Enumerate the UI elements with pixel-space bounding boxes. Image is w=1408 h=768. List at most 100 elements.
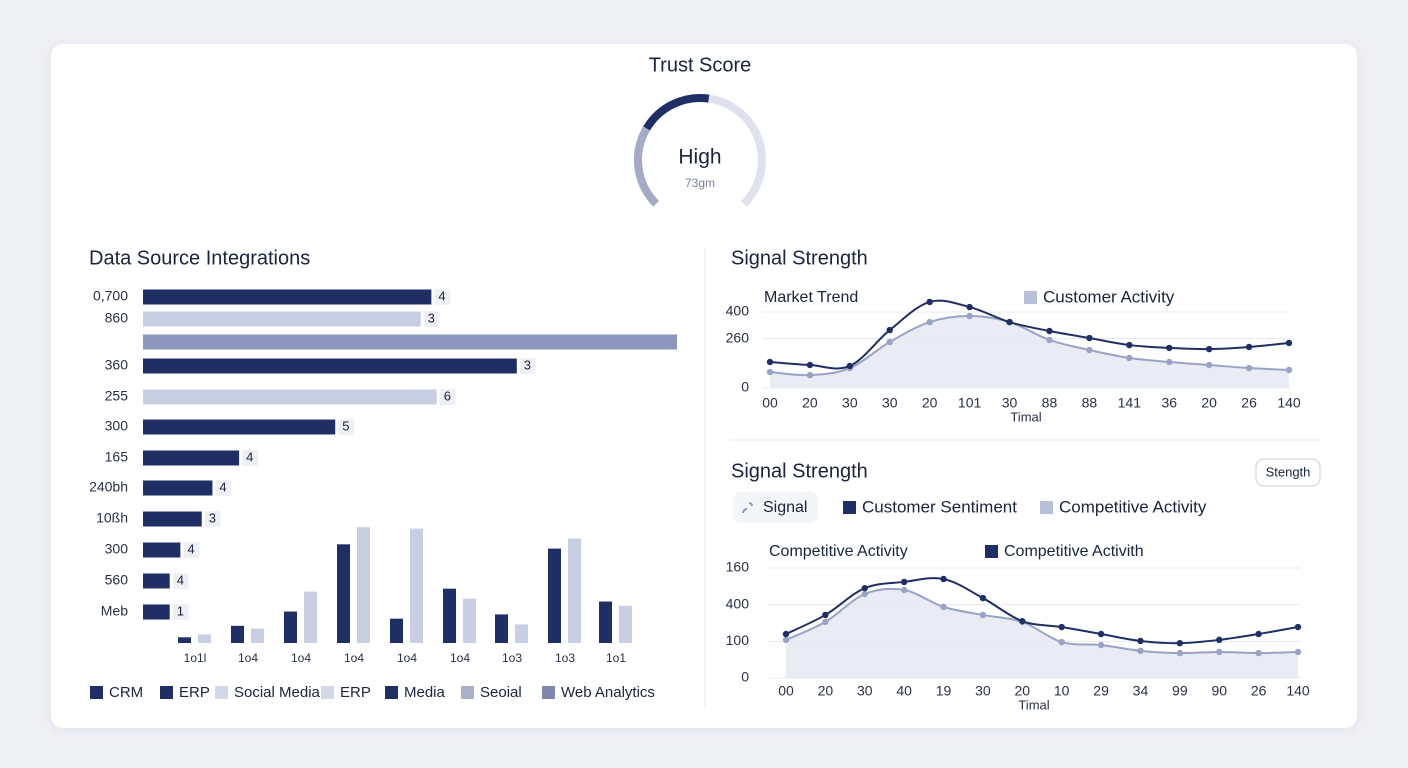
bar (143, 419, 336, 435)
y-tick-label: 400 (726, 303, 750, 319)
point (966, 312, 973, 320)
x-tick-label: 1o3 (555, 651, 575, 665)
point (1245, 364, 1253, 372)
bar (143, 389, 437, 405)
y-tick-label: 300 (105, 541, 129, 557)
point (1126, 354, 1133, 362)
point (1166, 344, 1173, 352)
badge: 5 (342, 418, 349, 433)
x-tick-label: 20 (802, 395, 818, 411)
badge-bg (242, 450, 259, 466)
y-tick-label: 860 (105, 310, 129, 326)
gauge-band (643, 94, 710, 131)
chart-title: Data Source Integrations (89, 247, 310, 269)
x-tick-label: 00 (762, 395, 778, 411)
bar (568, 538, 581, 643)
bar (619, 605, 632, 643)
y-tick-label: 300 (105, 418, 129, 434)
bar (410, 528, 423, 643)
badge: 4 (246, 449, 253, 464)
gauge-sublabel: 73gm (685, 176, 715, 190)
point (1255, 649, 1262, 657)
point (1176, 649, 1184, 657)
point (900, 586, 908, 594)
bar (198, 634, 211, 643)
badge-bg (172, 604, 189, 620)
line (785, 577, 1299, 645)
badge-bg (519, 358, 536, 374)
legend-swatch (215, 686, 228, 699)
bar (495, 614, 508, 643)
y-tick-label: 10ßh (96, 510, 128, 526)
y-tick-label: 0 (741, 379, 749, 395)
bar (304, 591, 317, 643)
y-tick-label: 400 (726, 595, 750, 611)
line (769, 314, 1290, 377)
area (786, 588, 1298, 678)
button-frame[interactable] (1255, 458, 1321, 487)
point (1205, 361, 1213, 369)
legend-label: CRM (109, 684, 143, 701)
x-tick-label: 10 (1054, 683, 1070, 699)
gauge-lead (634, 126, 660, 207)
x-tick-label: 20 (1015, 683, 1031, 699)
x-tick-label: 34 (1133, 683, 1149, 699)
legend-label: Media (404, 684, 446, 701)
gauge-label: High (678, 146, 721, 169)
y-tick-label: 360 (105, 357, 129, 373)
x-tick-label: 36 (1161, 395, 1177, 411)
point (861, 590, 868, 598)
badge-bg (439, 389, 456, 405)
button-label[interactable]: Stength (1266, 464, 1311, 479)
bar (548, 548, 561, 643)
legend-swatch (461, 686, 474, 699)
y-tick-label: 255 (105, 388, 129, 404)
x-tick-label: 30 (1002, 395, 1018, 411)
x-tick-label: 30 (882, 395, 898, 411)
badge-bg (183, 542, 200, 558)
point (1255, 630, 1262, 638)
bar (337, 544, 350, 643)
y-tick-label: 0 (741, 669, 749, 685)
x-tick-label: 30 (842, 395, 858, 411)
x-tick-label: 140 (1286, 683, 1310, 699)
bar (251, 628, 264, 643)
point (886, 326, 893, 334)
bar (390, 618, 403, 643)
y-tick-label: 260 (726, 329, 750, 345)
point (1006, 318, 1013, 326)
point (1086, 346, 1093, 354)
point (886, 338, 893, 346)
x-tick-label: 1o1l (184, 651, 207, 665)
legend-label: Competitive Activity (769, 543, 908, 560)
legend-swatch (385, 686, 398, 699)
point (846, 362, 854, 370)
legend-swatch (843, 501, 856, 514)
signal-pill (733, 492, 818, 523)
y-tick-label: 160 (726, 559, 750, 575)
x-tick-label: 29 (1093, 683, 1109, 699)
badge-bg (204, 511, 221, 527)
point (861, 584, 868, 592)
point (979, 594, 987, 602)
badge-bg (215, 480, 232, 496)
point (1097, 630, 1105, 638)
x-tick-label: 1o4 (344, 651, 364, 665)
legend-label: ERP (179, 684, 210, 701)
legend-label: Competitive Activity (1059, 497, 1207, 516)
button[interactable]: Stength (1255, 458, 1321, 487)
point (966, 303, 973, 311)
bar (357, 527, 370, 643)
bar (599, 601, 612, 643)
y-tick-label: 560 (105, 572, 129, 588)
legend-swatch (160, 686, 173, 699)
legend-swatch (90, 686, 103, 699)
badge: 4 (438, 288, 445, 303)
y-tick-label: 240bh (89, 479, 128, 495)
area (770, 315, 1289, 388)
point (822, 618, 829, 626)
x-tick-label: 30 (975, 683, 991, 699)
line (785, 587, 1299, 655)
point (1285, 366, 1293, 374)
